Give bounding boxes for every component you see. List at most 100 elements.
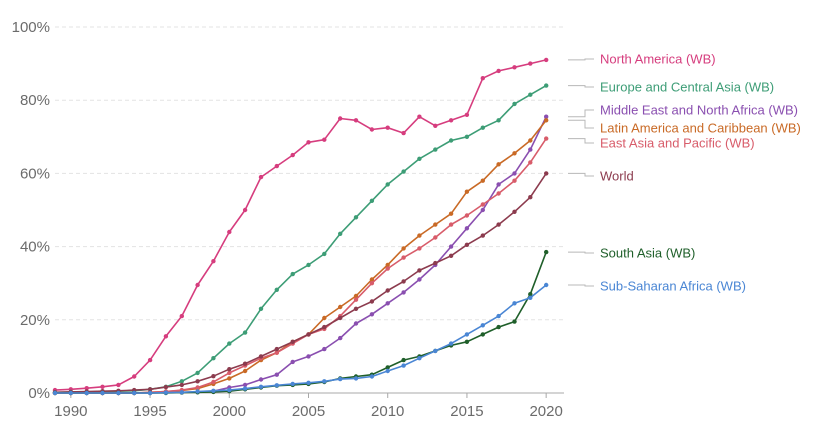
data-point bbox=[448, 222, 454, 227]
data-point bbox=[496, 313, 501, 319]
x-tick-label: 2005 bbox=[292, 403, 325, 420]
series-line bbox=[54, 84, 547, 394]
x-tick-label: 2000 bbox=[213, 403, 246, 420]
series-line bbox=[55, 284, 547, 394]
data-point bbox=[353, 118, 359, 123]
data-point bbox=[480, 323, 485, 328]
data-point bbox=[227, 387, 232, 393]
data-point bbox=[211, 379, 216, 385]
data-point bbox=[290, 359, 295, 365]
data-point bbox=[512, 178, 517, 183]
data-point bbox=[544, 282, 549, 288]
data-point bbox=[528, 292, 533, 297]
data-point bbox=[353, 306, 359, 311]
data-point bbox=[464, 242, 470, 247]
y-tick-label: 80% bbox=[20, 92, 50, 109]
data-point bbox=[258, 354, 264, 359]
data-point bbox=[512, 209, 517, 214]
data-point bbox=[195, 379, 200, 384]
label-leader-line bbox=[568, 85, 594, 88]
label-leader-line bbox=[568, 138, 594, 144]
data-point bbox=[258, 174, 264, 180]
data-point bbox=[116, 382, 121, 388]
data-point bbox=[401, 290, 406, 295]
data-point bbox=[163, 384, 169, 390]
data-point bbox=[544, 114, 549, 119]
data-point bbox=[417, 114, 422, 119]
data-point bbox=[179, 379, 184, 384]
data-point bbox=[211, 374, 216, 379]
data-point bbox=[464, 226, 470, 231]
data-point bbox=[464, 189, 470, 194]
data-point bbox=[385, 262, 390, 268]
data-point bbox=[195, 370, 200, 376]
data-point bbox=[211, 356, 216, 361]
data-point bbox=[242, 361, 248, 366]
data-point bbox=[417, 268, 422, 273]
data-point bbox=[258, 384, 264, 389]
data-point bbox=[496, 162, 501, 167]
data-point bbox=[322, 137, 327, 142]
series-label: Latin America and Caribbean (WB) bbox=[600, 121, 801, 136]
data-point bbox=[401, 169, 406, 174]
data-point bbox=[528, 295, 533, 300]
data-point bbox=[353, 376, 359, 381]
data-point bbox=[496, 182, 501, 187]
series-line bbox=[54, 172, 547, 394]
data-point bbox=[274, 383, 279, 388]
data-point bbox=[401, 357, 406, 363]
data-point bbox=[480, 202, 485, 207]
series-label: East Asia and Pacific (WB) bbox=[600, 136, 755, 151]
data-point bbox=[401, 279, 406, 284]
y-tick-label: 20% bbox=[20, 312, 50, 329]
data-point bbox=[433, 260, 438, 266]
data-point bbox=[480, 207, 485, 213]
data-point bbox=[464, 213, 470, 218]
series-line bbox=[55, 251, 547, 394]
data-point bbox=[369, 198, 375, 203]
data-point bbox=[480, 233, 485, 238]
data-point bbox=[290, 152, 295, 158]
data-point bbox=[369, 312, 375, 317]
data-point bbox=[227, 367, 232, 372]
data-point bbox=[401, 130, 406, 136]
data-point bbox=[322, 315, 327, 321]
data-point bbox=[544, 83, 549, 88]
data-point bbox=[338, 315, 343, 321]
data-point bbox=[242, 330, 248, 335]
y-tick-label: 0% bbox=[28, 385, 50, 402]
data-point bbox=[528, 147, 533, 152]
series-label: Sub-Saharan Africa (WB) bbox=[600, 279, 746, 294]
data-point bbox=[338, 335, 343, 341]
data-point bbox=[369, 127, 375, 132]
data-point bbox=[353, 215, 359, 220]
data-point bbox=[385, 368, 390, 374]
data-point bbox=[464, 134, 470, 139]
data-point bbox=[274, 287, 279, 292]
data-point bbox=[512, 101, 517, 107]
series-label: Middle East and North Africa (WB) bbox=[600, 103, 798, 118]
data-point bbox=[306, 262, 311, 268]
data-point bbox=[274, 372, 279, 377]
series-line bbox=[55, 116, 547, 394]
data-point bbox=[480, 125, 485, 130]
data-point bbox=[512, 319, 517, 324]
data-point bbox=[544, 57, 549, 63]
data-point bbox=[417, 156, 422, 161]
data-point bbox=[385, 365, 390, 370]
x-tick-label: 1990 bbox=[54, 403, 87, 420]
data-point bbox=[496, 191, 501, 196]
data-point bbox=[369, 374, 375, 379]
data-point bbox=[480, 332, 485, 337]
data-point bbox=[132, 374, 137, 379]
data-point bbox=[401, 246, 406, 251]
data-point bbox=[306, 354, 311, 359]
data-point bbox=[227, 229, 232, 235]
data-point bbox=[448, 118, 454, 123]
data-point bbox=[448, 253, 454, 258]
data-point bbox=[84, 390, 89, 396]
data-point bbox=[385, 266, 390, 271]
data-point bbox=[195, 385, 200, 390]
data-point bbox=[211, 388, 216, 393]
data-point bbox=[448, 138, 454, 143]
